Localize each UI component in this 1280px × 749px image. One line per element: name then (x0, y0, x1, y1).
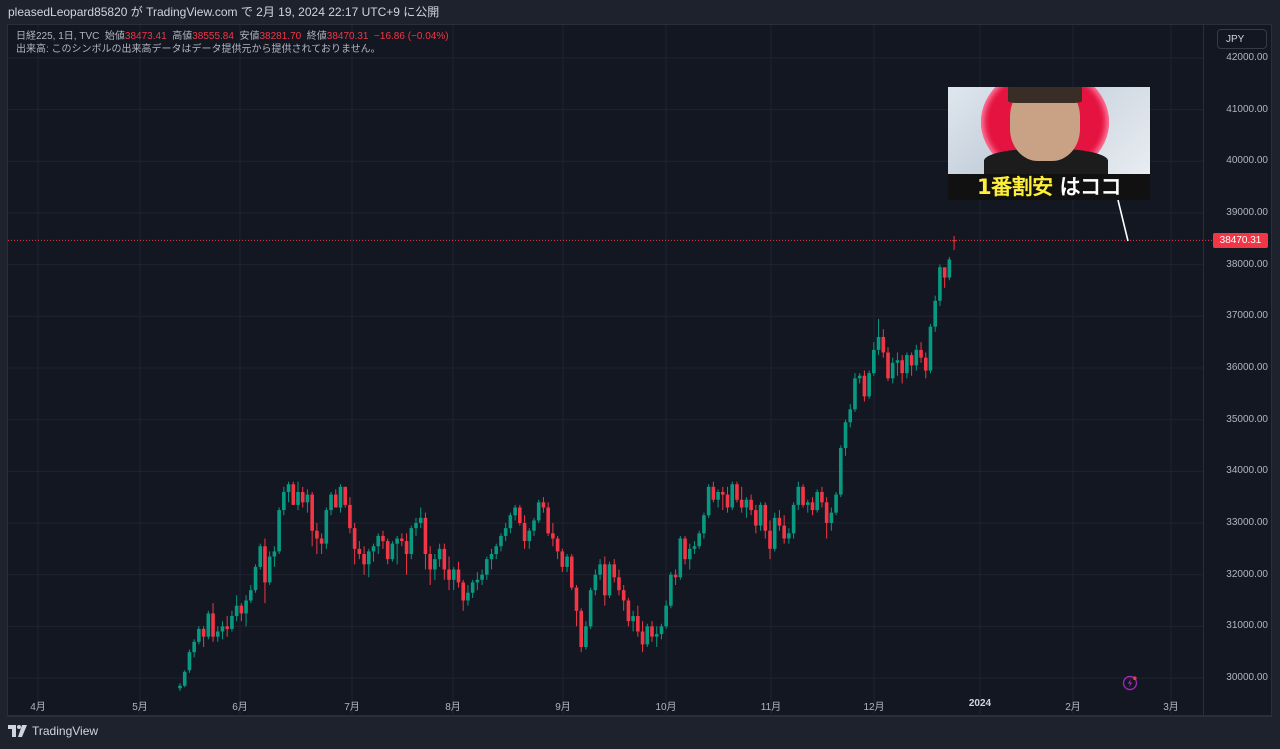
footer-brand[interactable]: TradingView (8, 724, 98, 738)
price-tick: 34000.00 (1226, 465, 1268, 477)
high-value: 38555.84 (192, 31, 234, 42)
price-tick: 39000.00 (1226, 206, 1268, 218)
time-tick: 2024 (968, 698, 992, 709)
time-tick: 11月 (760, 702, 782, 713)
price-tick: 30000.00 (1226, 672, 1268, 683)
thumbnail-image (948, 87, 1150, 179)
volume-note: 出来高: このシンボルの出来高データはデータ提供元から提供されておりません。 (16, 44, 381, 55)
price-tick: 41000.00 (1226, 103, 1268, 115)
caption-white: はココ (1059, 175, 1121, 199)
low-label: 安値 (239, 31, 260, 42)
price-tick: 42000.00 (1226, 51, 1268, 63)
published-header: pleasedLeopard85820 が TradingView.com で … (0, 0, 1280, 24)
time-tick: 10月 (655, 702, 677, 713)
price-tick: 37000.00 (1226, 310, 1268, 322)
currency-button[interactable]: JPY (1217, 29, 1267, 49)
price-tick: 38000.00 (1226, 258, 1268, 270)
symbol-legend: 日経225, 1日, TVC 始値38473.41 高値38555.84 安値3… (16, 30, 449, 56)
low-value: 38281.70 (259, 31, 302, 42)
last-price-label: 38470.31 (1213, 233, 1268, 248)
person-hair-shape (1008, 87, 1082, 103)
price-tick: 33000.00 (1226, 516, 1268, 528)
brand-name: TradingView (32, 724, 99, 738)
tradingview-logo-icon (8, 725, 27, 737)
close-value: 38470.31 (326, 31, 369, 42)
ohlc-row: 日経225, 1日, TVC 始値38473.41 高値38555.84 安値3… (16, 30, 449, 43)
price-tick: 35000.00 (1226, 413, 1268, 425)
time-tick: 7月 (344, 702, 360, 713)
high-label: 高値 (172, 31, 193, 42)
price-tick: 32000.00 (1226, 568, 1268, 580)
time-tick: 6月 (232, 702, 248, 713)
time-tick: 2月 (1065, 702, 1081, 713)
time-tick: 4月 (30, 702, 46, 713)
symbol-title: 日経225, 1日, TVC (16, 31, 100, 42)
time-tick: 5月 (132, 702, 148, 713)
thumbnail-caption: 1番割安 はココ (948, 174, 1150, 200)
lightning-icon[interactable] (1122, 675, 1138, 691)
time-tick: 3月 (1163, 702, 1179, 713)
time-tick: 9月 (555, 702, 571, 713)
time-tick: 12月 (863, 702, 885, 713)
thumbnail-overlay: 1番割安 はココ (948, 87, 1150, 200)
open-value: 38473.41 (124, 31, 167, 42)
price-tick: 40000.00 (1226, 155, 1268, 167)
change-value: −16.86 (−0.04%) (374, 31, 449, 42)
caption-yellow: 1番割安 (977, 175, 1053, 199)
close-label: 終値 (306, 31, 327, 42)
open-label: 始値 (104, 31, 125, 42)
price-tick: 31000.00 (1226, 620, 1268, 632)
price-tick: 36000.00 (1226, 361, 1268, 373)
time-axis-separator (7, 716, 1272, 717)
price-axis-separator (1203, 24, 1204, 716)
time-tick: 8月 (445, 702, 461, 713)
